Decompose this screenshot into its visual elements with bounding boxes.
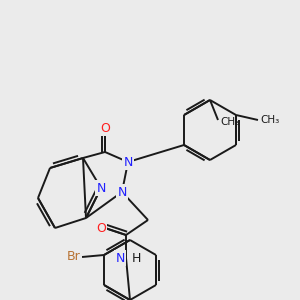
Text: O: O xyxy=(100,122,110,134)
Text: N: N xyxy=(123,155,133,169)
Text: N: N xyxy=(96,182,106,194)
Text: H: H xyxy=(132,251,141,265)
Text: N: N xyxy=(117,185,127,199)
Text: CH₃: CH₃ xyxy=(220,117,239,127)
Text: N: N xyxy=(115,251,125,265)
Text: O: O xyxy=(96,221,106,235)
Text: Br: Br xyxy=(67,250,81,263)
Text: CH₃: CH₃ xyxy=(260,115,279,125)
